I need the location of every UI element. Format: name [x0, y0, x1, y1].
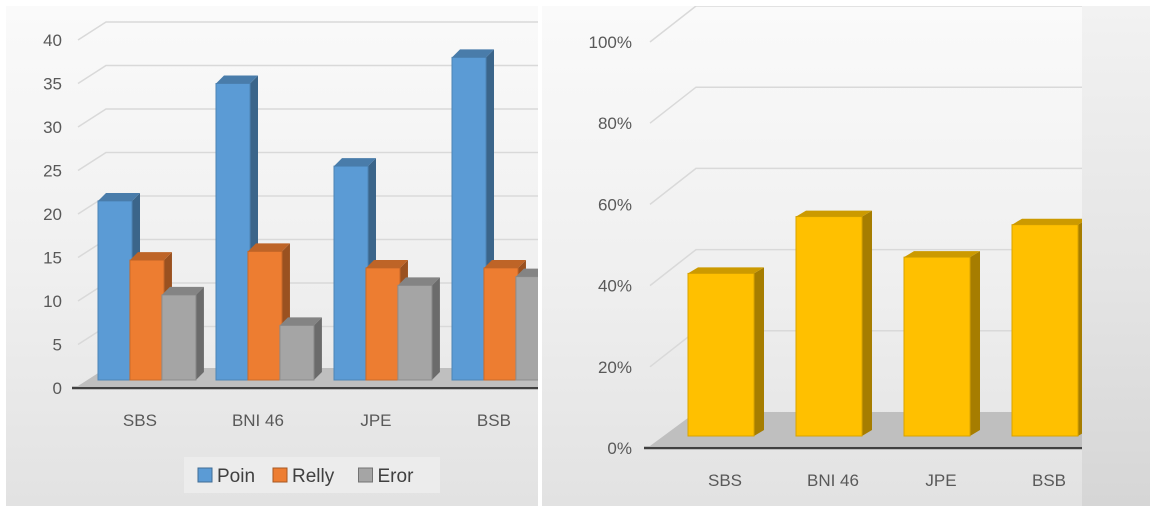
undefined-x-tick-label: BNI 46	[232, 411, 284, 430]
undefined-legend-box	[184, 457, 440, 493]
undefined-y-tick-label: 40%	[598, 277, 632, 296]
undefined-y-tick-label: 40	[43, 31, 62, 50]
undefined-gridline	[649, 248, 1082, 287]
undefined-x-tick-label: SBS	[708, 471, 742, 490]
undefined-bar-top	[279, 317, 322, 326]
undefined-legend-label: Eror	[378, 466, 415, 487]
undefined-bar-top	[334, 158, 376, 167]
undefined-bar-top	[515, 268, 538, 277]
undefined-bar-top	[452, 49, 494, 58]
undefined-bar-top	[483, 259, 526, 268]
undefined-legend-swatch	[197, 467, 213, 483]
undefined-bar-side	[313, 317, 322, 380]
undefined-y-tick-label: 30	[43, 118, 62, 137]
undefined-bar	[279, 317, 322, 381]
undefined-legend-swatch	[358, 467, 373, 483]
undefined-bar-side	[195, 286, 204, 380]
undefined-bar-side	[1078, 222, 1082, 436]
undefined-bar-front	[515, 276, 538, 381]
undefined-bar-top	[98, 192, 140, 201]
undefined-bar-front	[215, 83, 251, 381]
left-chart-panel: 0 5 10 15 20 25 30 35 40 SBS BNI 46 JPE BSB Poin Relly…	[6, 6, 538, 506]
right-chart-edge	[1082, 6, 1150, 506]
left-chart: 0 5 10 15 20 25 30 35 40 SBS BNI 46 JPE BSB Poin Relly…	[43, 21, 538, 493]
undefined-bar-top	[688, 267, 764, 274]
undefined-bar-top	[129, 252, 172, 261]
undefined-bar-side	[754, 267, 764, 436]
undefined-gridline	[77, 151, 538, 172]
undefined-bar-side	[862, 210, 872, 436]
undefined-bar	[795, 210, 872, 437]
undefined-bar-top	[904, 251, 980, 258]
undefined-legend-label: Relly	[292, 466, 335, 487]
undefined-y-tick-label: 0	[53, 379, 62, 398]
undefined-gridline	[649, 86, 1082, 124]
undefined-y-tick-label: 0%	[607, 439, 632, 458]
undefined-bar-front	[365, 267, 401, 381]
undefined-bar-top	[216, 75, 258, 84]
undefined-bar-top	[365, 259, 408, 268]
undefined-bar-front	[1011, 224, 1079, 437]
undefined-bar	[161, 286, 204, 381]
undefined-bar-front	[687, 272, 755, 437]
undefined-y-tick-label: 10	[43, 292, 62, 311]
undefined-gridline	[77, 21, 538, 41]
undefined-bar	[687, 267, 764, 437]
undefined-bar-side	[970, 251, 980, 436]
undefined-legend-swatch	[272, 467, 288, 483]
undefined-bar-front	[129, 259, 165, 381]
undefined-bar-side	[431, 277, 440, 380]
undefined-y-tick-label: 15	[43, 249, 62, 268]
undefined-x-tick-label: BSB	[477, 411, 511, 430]
undefined-bar	[215, 75, 258, 381]
undefined-y-tick-label: 60%	[598, 195, 632, 214]
undefined-x-tick-label: JPE	[360, 411, 391, 430]
undefined-y-tick-label: 20	[43, 205, 62, 224]
undefined-x-tick-label: BNI 46	[807, 471, 859, 490]
undefined-bar-front	[903, 256, 971, 437]
undefined-bar	[515, 268, 538, 381]
undefined-bar-front	[279, 324, 315, 381]
undefined-bar-front	[483, 267, 519, 381]
undefined-bar-front	[451, 56, 487, 381]
undefined-bar	[903, 251, 980, 437]
undefined-y-tick-label: 5	[53, 336, 62, 355]
undefined-x-tick-label: JPE	[925, 471, 956, 490]
undefined-bar-front	[795, 216, 863, 437]
undefined-gridline	[649, 167, 1082, 205]
undefined-bar-top	[1012, 218, 1082, 225]
undefined-y-tick-label: 35	[43, 75, 62, 94]
undefined-bar-front	[397, 284, 433, 381]
undefined-bar-front	[97, 200, 133, 381]
undefined-bar	[1011, 218, 1082, 437]
undefined-bar	[397, 277, 440, 381]
undefined-bar-top	[796, 210, 872, 217]
undefined-gridline	[77, 108, 538, 128]
undefined-gridline	[649, 6, 1082, 43]
undefined-bar-top	[247, 243, 290, 252]
undefined-y-tick-label: 20%	[598, 358, 632, 377]
undefined-y-tick-label: 80%	[598, 114, 632, 133]
undefined-gridline	[77, 64, 538, 85]
undefined-x-tick-label: SBS	[123, 411, 157, 430]
undefined-bar-top	[161, 286, 204, 295]
undefined-bar-front	[333, 165, 369, 381]
undefined-y-tick-label: 25	[43, 162, 62, 181]
undefined-x-tick-label: BSB	[1032, 471, 1066, 490]
right-chart-panel: 0% 20% 40% 60% 80% 100% SBS BNI 46 JPE BSB	[542, 6, 1082, 506]
undefined-bar-front	[161, 294, 197, 381]
undefined-bar-top	[397, 277, 440, 286]
undefined-legend-label: Poin	[217, 466, 255, 487]
right-chart: 0% 20% 40% 60% 80% 100% SBS BNI 46 JPE BSB	[589, 6, 1082, 490]
undefined-bar	[247, 243, 290, 381]
undefined-bar-front	[247, 250, 283, 381]
undefined-y-tick-label: 100%	[589, 33, 632, 52]
